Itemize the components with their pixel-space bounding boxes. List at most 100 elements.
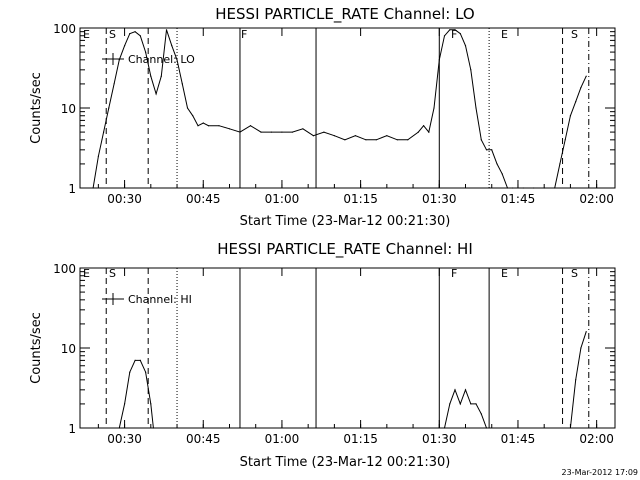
x-tick-label: 01:15 (343, 192, 378, 206)
x-tick-label: 00:45 (186, 192, 221, 206)
data-point (354, 135, 356, 137)
data-point (92, 187, 94, 189)
data-point (228, 128, 231, 130)
data-point (150, 403, 152, 405)
data-point (543, 187, 545, 189)
data-point (118, 59, 120, 61)
x-tick-label: 01:30 (422, 432, 457, 446)
annotation-marks: E S F E S (83, 267, 578, 280)
panel-lo: HESSI PARTICLE_RATE Channel: LO Start Ti… (29, 5, 616, 229)
data-point (150, 75, 152, 77)
data-point (480, 139, 482, 141)
data-point (491, 149, 493, 151)
data-point (506, 187, 509, 189)
data-point (139, 35, 141, 37)
data-point (459, 403, 461, 405)
data-point (569, 115, 572, 117)
data-point (192, 115, 194, 117)
legend-label: Channel: HI (128, 293, 192, 306)
annotation-label: E (501, 267, 508, 280)
y-tick-label: 10 (61, 342, 76, 356)
data-point (202, 122, 204, 124)
chart-title: HESSI PARTICLE_RATE Channel: HI (217, 240, 473, 259)
data-point (470, 69, 472, 71)
data-point (160, 75, 162, 77)
data-point (423, 125, 425, 127)
data-point (386, 135, 388, 137)
data-point (575, 101, 577, 103)
x-tick-label: 02:00 (579, 432, 614, 446)
data-point (134, 359, 136, 361)
data-point (145, 51, 147, 53)
data-point (108, 107, 110, 109)
data-point (375, 139, 377, 141)
data-point (559, 163, 561, 165)
data-point (181, 83, 183, 85)
chart-title: HESSI PARTICLE_RATE Channel: LO (215, 5, 474, 24)
data-point (585, 75, 587, 77)
data-point (475, 107, 477, 109)
data-point (323, 131, 325, 133)
legend-label: Channel: LO (128, 53, 195, 66)
plot-frame (79, 267, 616, 429)
data-point (522, 187, 524, 189)
data-point (464, 389, 467, 391)
x-tick-label: 01:45 (501, 192, 536, 206)
data-point (512, 187, 514, 189)
data-point (118, 427, 120, 429)
annotation-label: F (451, 267, 457, 280)
y-tick-label: 100 (53, 262, 76, 276)
data-point (580, 347, 582, 349)
y-tick-label: 1 (68, 182, 76, 196)
data-point (365, 139, 367, 141)
x-tick-label: 02:00 (579, 192, 614, 206)
data-point (97, 155, 99, 157)
data-point (152, 427, 154, 429)
x-tick-label: 01:30 (422, 192, 457, 206)
data-point (485, 149, 488, 151)
data-point (281, 131, 283, 133)
data-point (139, 359, 141, 361)
legend: Channel: HI (102, 293, 192, 306)
x-tick-label: 00:45 (186, 432, 221, 446)
data-point (417, 131, 419, 133)
data-point (186, 107, 189, 109)
y-tick-label: 10 (61, 102, 76, 116)
series-line (118, 331, 587, 429)
panel-hi: HESSI PARTICLE_RATE Channel: HI Start Ti… (29, 240, 616, 470)
annotation-label: E (83, 267, 90, 280)
data-point (302, 128, 304, 130)
data-point (407, 139, 409, 141)
data-point (470, 403, 472, 405)
annotation-label: F (451, 28, 457, 41)
x-tick-label: 01:00 (265, 192, 300, 206)
data-point (103, 131, 105, 133)
data-point (270, 131, 272, 133)
data-point (124, 403, 126, 405)
data-point (575, 379, 577, 381)
data-point (291, 131, 293, 133)
timestamp: 23-Mar-2012 17:09 (562, 468, 639, 477)
x-tick-label: 00:30 (107, 192, 142, 206)
data-point (585, 331, 587, 333)
x-axis-label: Start Time (23-Mar-12 00:21:30) (240, 455, 451, 470)
data-point (533, 187, 535, 189)
data-point (454, 29, 456, 31)
data-point (260, 131, 262, 133)
legend: Channel: LO (102, 53, 195, 66)
y-tick-label: 1 (68, 422, 76, 436)
annotation-label: S (109, 28, 116, 41)
data-point (428, 131, 430, 133)
data-point (113, 83, 115, 85)
data-point (312, 135, 314, 137)
y-axis-label: Counts/sec (29, 312, 44, 384)
data-point (449, 403, 451, 405)
data-point (129, 33, 131, 35)
x-axis-label: Start Time (23-Mar-12 00:21:30) (240, 214, 451, 229)
data-point (564, 139, 566, 141)
data-point (129, 371, 131, 373)
x-tick-label: 01:00 (265, 432, 300, 446)
annotation-label: F (241, 28, 247, 41)
y-tick-label: 100 (53, 22, 76, 36)
